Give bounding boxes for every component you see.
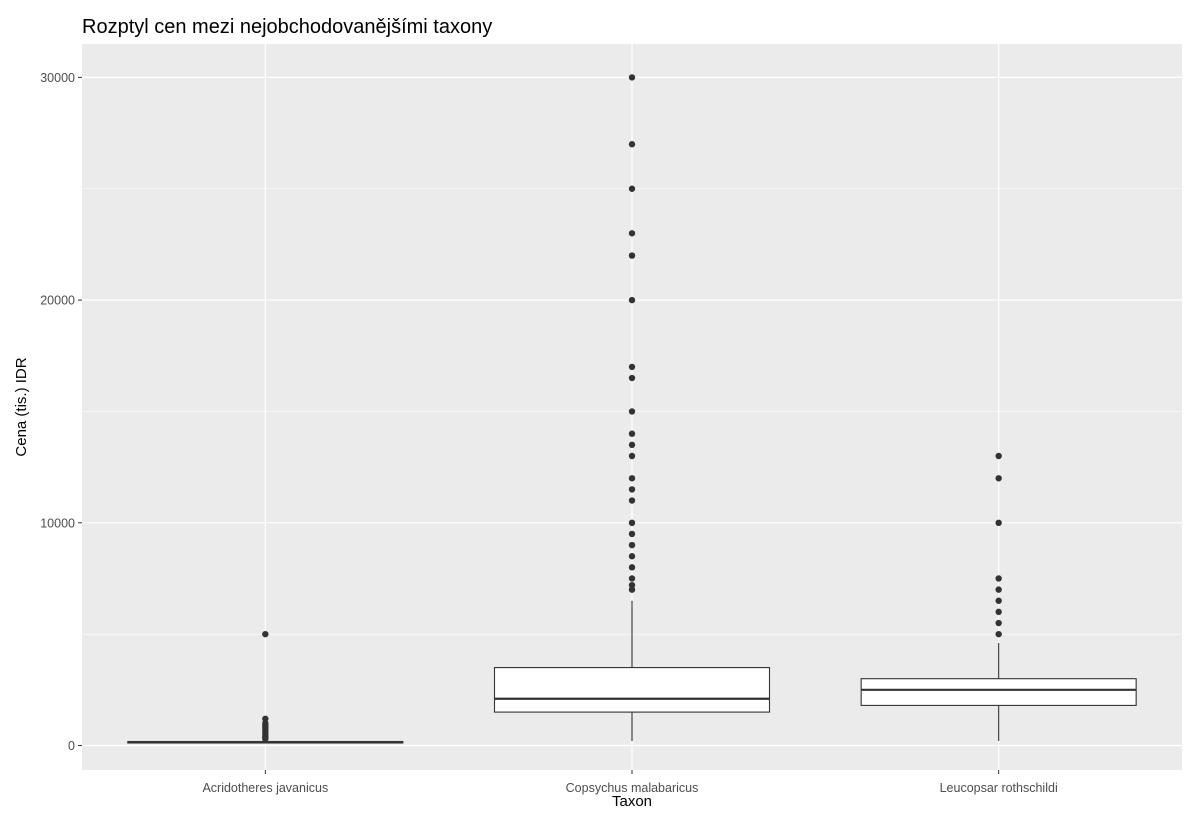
outlier-point: [629, 431, 635, 437]
outlier-point: [995, 631, 1001, 637]
outlier-point: [629, 252, 635, 258]
outlier-point: [629, 497, 635, 503]
outlier-point: [995, 475, 1001, 481]
x-tick-label: Acridotheres javanicus: [202, 781, 328, 795]
box-iqr: [495, 668, 770, 713]
outlier-point: [629, 542, 635, 548]
x-tick-label: Leucopsar rothschildi: [940, 781, 1058, 795]
chart-title: Rozptyl cen mezi nejobchodovanějšími tax…: [82, 16, 492, 38]
outlier-point: [629, 531, 635, 537]
outlier-point: [629, 520, 635, 526]
outlier-point: [629, 74, 635, 80]
outlier-point: [629, 186, 635, 192]
outlier-point: [995, 598, 1001, 604]
outlier-point: [995, 609, 1001, 615]
outlier-point: [629, 486, 635, 492]
y-tick-label: 10000: [40, 516, 75, 530]
x-axis: Acridotheres javanicus Copsychus malabari…: [202, 770, 1057, 795]
outlier-point: [629, 453, 635, 459]
outlier-point: [995, 620, 1001, 626]
y-tick-label: 30000: [40, 71, 75, 85]
outlier-point: [262, 736, 268, 742]
outlier-point: [995, 520, 1001, 526]
y-axis: 0 10000 20000 30000: [40, 71, 82, 753]
y-tick-label: 20000: [40, 294, 75, 308]
outlier-point: [629, 408, 635, 414]
outlier-point: [629, 442, 635, 448]
y-axis-title: Cena (tis.) IDR: [13, 357, 30, 456]
outlier-point: [629, 141, 635, 147]
outlier-point: [995, 586, 1001, 592]
y-tick-label: 0: [68, 739, 75, 753]
x-axis-title: Taxon: [612, 793, 652, 810]
outlier-point: [262, 631, 268, 637]
outlier-point: [629, 375, 635, 381]
outlier-point: [629, 586, 635, 592]
outlier-point: [629, 230, 635, 236]
outlier-point: [629, 475, 635, 481]
outlier-point: [629, 575, 635, 581]
outlier-point: [629, 564, 635, 570]
outlier-point: [995, 575, 1001, 581]
outlier-point: [629, 364, 635, 370]
outlier-point: [629, 553, 635, 559]
box-iqr: [861, 679, 1136, 706]
outlier-point: [995, 453, 1001, 459]
outlier-point: [629, 297, 635, 303]
